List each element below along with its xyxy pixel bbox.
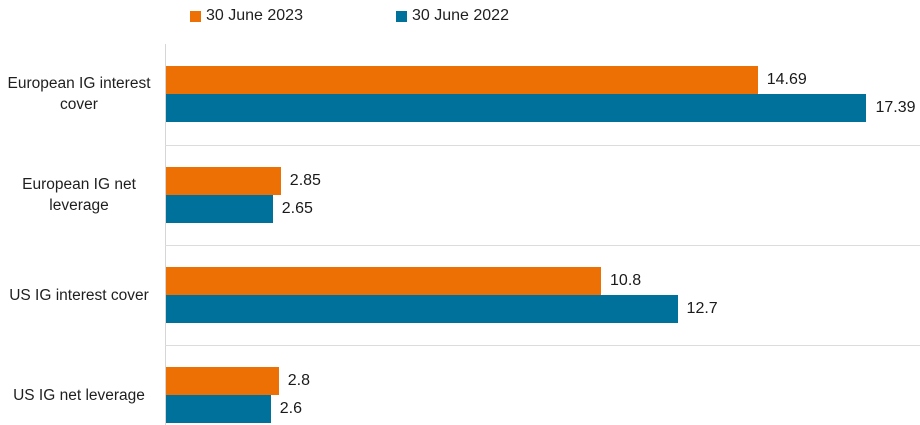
legend-label-2022: 30 June 2022 (411, 7, 509, 24)
category-label: US IG interest cover (9, 286, 149, 304)
legend-swatch-2022-icon (395, 10, 407, 22)
bar-2023 (166, 267, 602, 296)
bar-2023 (166, 166, 281, 195)
bar-2022 (166, 194, 273, 223)
bar-2023 (166, 367, 279, 396)
category-label: US IG net leverage (13, 386, 145, 404)
bar-value-label: 12.7 (686, 300, 718, 318)
chart-legend: 30 June 2023 30 June 2022 (190, 7, 509, 25)
gridline (165, 144, 920, 146)
bar-2023 (166, 66, 758, 95)
gridline (165, 244, 920, 246)
bar-value-label: 2.8 (287, 372, 311, 390)
legend-label-2023: 30 June 2023 (206, 7, 303, 24)
bar-value-label: 2.85 (289, 171, 321, 189)
legend-item-2022: 30 June 2022 (395, 7, 509, 25)
category-label: European IG net leverage (22, 175, 136, 214)
bar-value-label: 2.6 (279, 400, 302, 418)
bar-2022 (166, 295, 678, 324)
bar-value-label: 2.65 (281, 199, 313, 217)
legend-swatch-2023-icon (190, 10, 201, 22)
bar-value-label: 10.8 (610, 272, 642, 290)
bar-value-label: 17.39 (875, 99, 916, 117)
bar-2022 (166, 395, 271, 424)
gridline (165, 345, 920, 347)
category-label: European IG interest cover (7, 75, 151, 114)
category-axis-line (165, 44, 166, 425)
bar-2022 (166, 94, 867, 123)
bar-value-label: 14.69 (766, 71, 807, 89)
legend-item-2023: 30 June 2023 (190, 7, 303, 25)
